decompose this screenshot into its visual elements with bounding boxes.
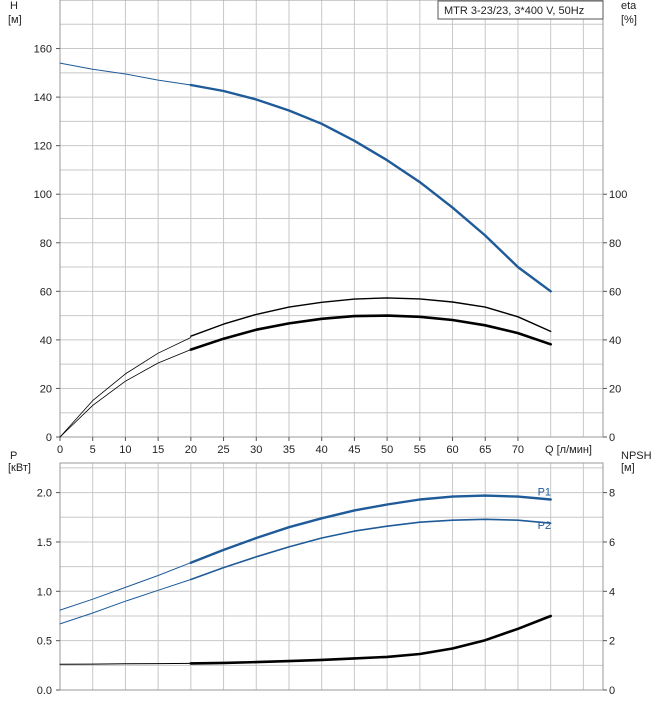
pump-title-box xyxy=(437,0,604,20)
top-series-line-3 xyxy=(190,297,552,337)
bottom-right-tick-label: 0 xyxy=(609,685,615,697)
x-tick-label: 5 xyxy=(90,444,96,456)
series-label-p1: P1 xyxy=(538,487,551,499)
top-right-tick-label: 20 xyxy=(609,383,621,395)
top-plot-frame xyxy=(59,0,604,438)
bottom-chart-group xyxy=(56,462,607,691)
top-right-tick-label: 40 xyxy=(609,335,621,347)
x-tick-label: 10 xyxy=(119,444,131,456)
bottom-series-line-1 xyxy=(189,494,552,564)
x-tick-label: 70 xyxy=(512,444,524,456)
top-left-tick-label: 160 xyxy=(34,44,52,56)
bottom-left-tick-label: 2.0 xyxy=(37,488,52,500)
x-tick-label: 0 xyxy=(57,444,63,456)
top-right-axis-label: eta xyxy=(621,0,637,12)
bottom-series-line-0 xyxy=(59,562,192,611)
bottom-right-tick-label: 6 xyxy=(609,537,615,549)
x-tick-label: 55 xyxy=(414,444,426,456)
top-left-axis-unit: [м] xyxy=(8,14,22,26)
bottom-plot-frame xyxy=(59,462,604,691)
x-tick-label: 35 xyxy=(283,444,295,456)
bottom-left-axis-label: P xyxy=(10,450,17,462)
top-left-tick-label: 60 xyxy=(40,286,52,298)
top-left-tick-label: 140 xyxy=(34,92,52,104)
series-label-p2: P2 xyxy=(538,520,551,532)
top-right-tick-label: 0 xyxy=(609,432,615,444)
bottom-right-tick-label: 8 xyxy=(609,488,615,500)
x-axis-label: Q [л/мин] xyxy=(545,444,592,456)
top-right-tick-label: 100 xyxy=(609,189,627,201)
bottom-left-tick-label: 0.5 xyxy=(37,636,52,648)
top-right-tick-label: 80 xyxy=(609,238,621,250)
top-series-line-0 xyxy=(59,62,192,86)
top-left-tick-label: 40 xyxy=(40,335,52,347)
top-left-tick-label: 100 xyxy=(34,189,52,201)
x-tick-label: 60 xyxy=(446,444,458,456)
x-tick-label: 50 xyxy=(381,444,393,456)
top-left-tick-label: 0 xyxy=(46,432,52,444)
x-tick-label: 15 xyxy=(152,444,164,456)
top-series-line-4 xyxy=(59,349,192,438)
top-right-axis-unit: [%] xyxy=(621,14,637,26)
bottom-series-line-2 xyxy=(59,579,192,625)
bottom-left-tick-label: 1.5 xyxy=(37,537,52,549)
bottom-left-tick-label: 0.0 xyxy=(37,685,52,697)
bottom-left-axis-unit: [кВт] xyxy=(8,462,31,474)
x-tick-label: 30 xyxy=(250,444,262,456)
x-tick-label: 20 xyxy=(185,444,197,456)
x-tick-label: 40 xyxy=(316,444,328,456)
top-chart-group xyxy=(56,0,607,441)
bottom-right-axis-unit: [м] xyxy=(621,462,635,474)
top-left-tick-label: 20 xyxy=(40,383,52,395)
top-series-line-5 xyxy=(189,314,553,351)
bottom-right-axis-label: NPSH xyxy=(621,450,652,462)
top-left-tick-label: 80 xyxy=(40,238,52,250)
bottom-series-line-4 xyxy=(59,662,192,665)
top-series-line-2 xyxy=(59,337,192,438)
top-right-tick-label: 60 xyxy=(609,286,621,298)
x-tick-label: 65 xyxy=(479,444,491,456)
x-tick-label: 45 xyxy=(348,444,360,456)
bottom-left-tick-label: 1.0 xyxy=(37,586,52,598)
bottom-series-line-3 xyxy=(190,518,552,581)
pump-title-text: MTR 3-23/23, 3*400 V, 50Hz xyxy=(444,5,584,17)
x-tick-label: 25 xyxy=(217,444,229,456)
bottom-right-tick-label: 2 xyxy=(609,636,615,648)
bottom-right-tick-label: 4 xyxy=(609,586,615,598)
bottom-series-line-5 xyxy=(189,614,553,665)
top-left-axis-label: H xyxy=(10,0,18,12)
top-series-line-1 xyxy=(189,83,552,293)
top-left-tick-label: 120 xyxy=(34,141,52,153)
